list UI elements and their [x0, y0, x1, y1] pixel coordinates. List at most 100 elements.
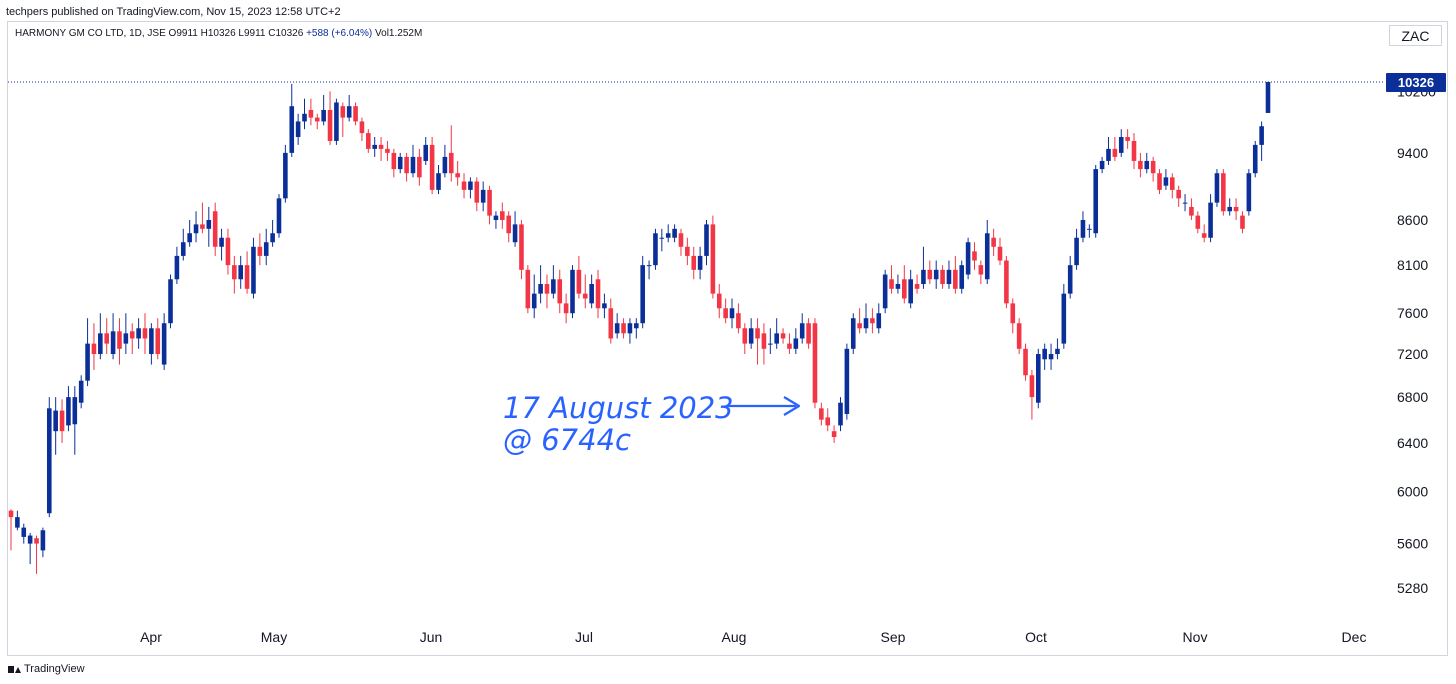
candle-body: [487, 189, 492, 216]
candle: [436, 165, 441, 195]
candle-body: [366, 133, 371, 149]
candle-body: [729, 308, 735, 319]
candle-body: [346, 106, 352, 118]
candle: [787, 333, 792, 355]
candle: [1016, 318, 1022, 355]
candle-body: [46, 408, 52, 514]
candle: [1067, 255, 1073, 299]
candle-body: [206, 219, 212, 229]
candle-body: [882, 274, 888, 309]
month-label: Oct: [1025, 629, 1047, 645]
candle: [474, 177, 480, 212]
candle-body: [468, 181, 473, 190]
candle: [180, 228, 186, 261]
candle-body: [110, 331, 116, 355]
candle: [327, 91, 333, 145]
candle-body: [193, 224, 199, 234]
candles: [8, 82, 1271, 574]
candle: [1182, 194, 1188, 212]
candle: [723, 298, 728, 324]
candle: [946, 260, 952, 289]
candle: [602, 293, 607, 319]
candle: [480, 181, 486, 212]
candle-body: [921, 269, 926, 285]
candle: [1010, 298, 1016, 334]
candle-body: [1150, 160, 1156, 174]
candle: [716, 284, 722, 319]
month-axis-labels: Apr May Jun Jul Aug Sep Oct Nov Dec: [140, 629, 1366, 645]
candle-body: [997, 246, 1003, 261]
candle-body: [1240, 215, 1245, 229]
candle: [410, 144, 416, 178]
candle-body: [1061, 293, 1067, 344]
candle: [46, 397, 52, 518]
candle: [691, 246, 697, 280]
price-tick-label: 6400: [1397, 435, 1428, 451]
candle-body: [563, 303, 569, 314]
candle-body: [1189, 206, 1194, 216]
candle-body: [748, 328, 754, 344]
candle-body: [621, 323, 626, 334]
candle-body: [493, 215, 499, 220]
candle-body: [608, 308, 614, 339]
candle-body: [480, 189, 486, 203]
candle-body: [232, 265, 237, 280]
candle: [1087, 224, 1092, 238]
candle-body: [1201, 233, 1207, 238]
candle: [423, 136, 429, 166]
candle-body: [391, 152, 397, 170]
candle: [1195, 211, 1201, 234]
candle-body: [697, 255, 703, 270]
candle: [493, 211, 499, 229]
candle: [15, 510, 20, 531]
candle-body: [200, 224, 205, 229]
candle: [91, 323, 97, 370]
candle-body: [1106, 148, 1111, 161]
candle-body: [646, 265, 652, 267]
candle-body: [716, 293, 722, 309]
candle-body: [417, 156, 422, 178]
candle: [372, 136, 377, 157]
candle: [761, 323, 767, 365]
candle-body: [582, 293, 588, 299]
candle: [895, 274, 901, 294]
candle: [876, 303, 882, 334]
annotation-arrowhead: [783, 396, 801, 416]
last-price-tag: 10326: [1386, 73, 1446, 92]
candle-body: [672, 228, 677, 238]
candle-body: [334, 102, 339, 141]
candle: [1074, 228, 1079, 270]
candle: [378, 136, 384, 161]
candle: [244, 251, 250, 294]
candle: [123, 313, 129, 355]
candle-body: [965, 242, 971, 275]
candle-body: [889, 279, 894, 289]
candle-body: [98, 333, 103, 355]
candle: [1131, 133, 1137, 170]
candle: [755, 318, 760, 365]
candle: [174, 246, 180, 285]
candle-body: [314, 117, 320, 122]
candle-body: [831, 431, 837, 438]
candle: [997, 237, 1003, 266]
candle-body: [461, 181, 467, 190]
candle-body: [423, 144, 429, 161]
currency-selector[interactable]: ZAC: [1389, 25, 1442, 46]
candle-body: [1016, 323, 1022, 349]
candle: [142, 313, 148, 355]
candle: [914, 274, 920, 294]
candle-body: [308, 109, 314, 118]
price-tick-label: 7600: [1397, 305, 1428, 321]
candle: [857, 308, 862, 334]
candle-body: [78, 380, 84, 403]
candle-body: [838, 402, 843, 426]
month-label: Jun: [420, 629, 443, 645]
candle: [1246, 169, 1252, 216]
candle-body: [404, 156, 409, 174]
candle: [1055, 338, 1060, 360]
candle: [404, 152, 409, 182]
change-value: +588 (+6.04%): [306, 28, 373, 39]
candle: [870, 308, 875, 334]
candle: [742, 323, 748, 355]
